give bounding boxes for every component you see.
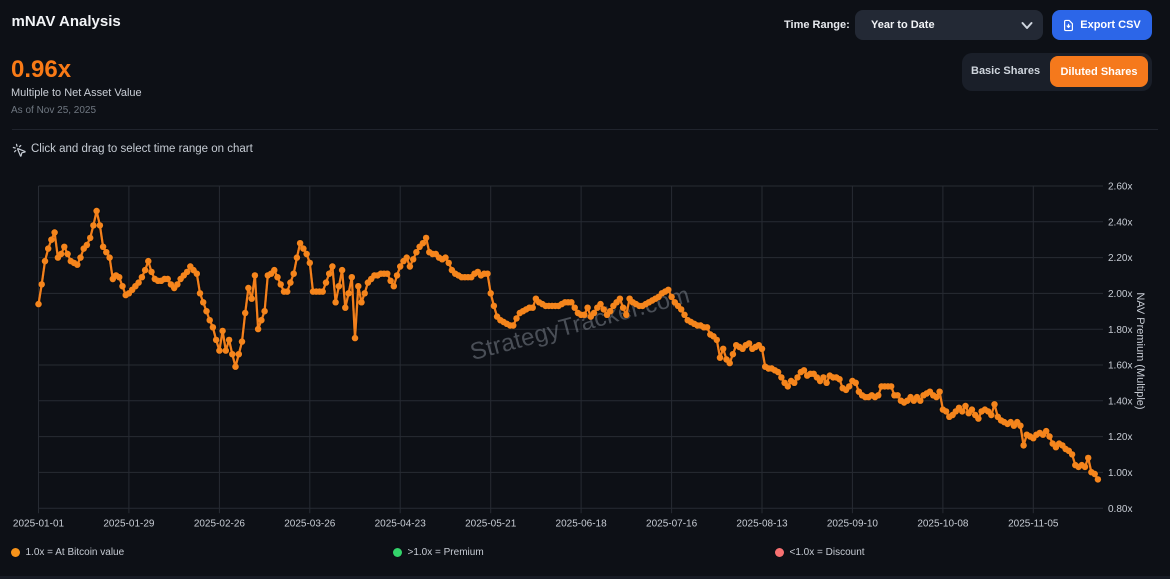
svg-text:2025-04-23: 2025-04-23 (375, 519, 427, 530)
svg-text:2.40x: 2.40x (1108, 217, 1132, 228)
svg-text:2.20x: 2.20x (1108, 253, 1132, 264)
svg-text:1.80x: 1.80x (1108, 325, 1132, 336)
svg-text:1.00x: 1.00x (1108, 468, 1132, 479)
svg-text:NAV Premium (Multiple): NAV Premium (Multiple) (1134, 292, 1146, 409)
svg-text:1.60x: 1.60x (1108, 361, 1132, 372)
svg-text:1.20x: 1.20x (1108, 432, 1132, 443)
svg-text:1.40x: 1.40x (1108, 396, 1132, 407)
svg-text:0.80x: 0.80x (1108, 504, 1132, 515)
svg-text:2025-05-21: 2025-05-21 (465, 519, 517, 530)
svg-text:2.00x: 2.00x (1108, 289, 1132, 300)
svg-text:2025-08-13: 2025-08-13 (736, 519, 788, 530)
svg-text:2025-01-29: 2025-01-29 (103, 519, 155, 530)
svg-text:2025-03-26: 2025-03-26 (284, 519, 336, 530)
svg-text:2025-11-05: 2025-11-05 (1008, 519, 1059, 530)
svg-text:2025-06-18: 2025-06-18 (556, 519, 608, 530)
svg-text:2.60x: 2.60x (1108, 182, 1132, 193)
svg-text:2025-07-16: 2025-07-16 (646, 519, 698, 530)
svg-text:2025-01-01: 2025-01-01 (13, 519, 65, 530)
svg-text:2025-10-08: 2025-10-08 (917, 519, 969, 530)
svg-text:2025-09-10: 2025-09-10 (827, 519, 879, 530)
svg-text:2025-02-26: 2025-02-26 (194, 519, 246, 530)
